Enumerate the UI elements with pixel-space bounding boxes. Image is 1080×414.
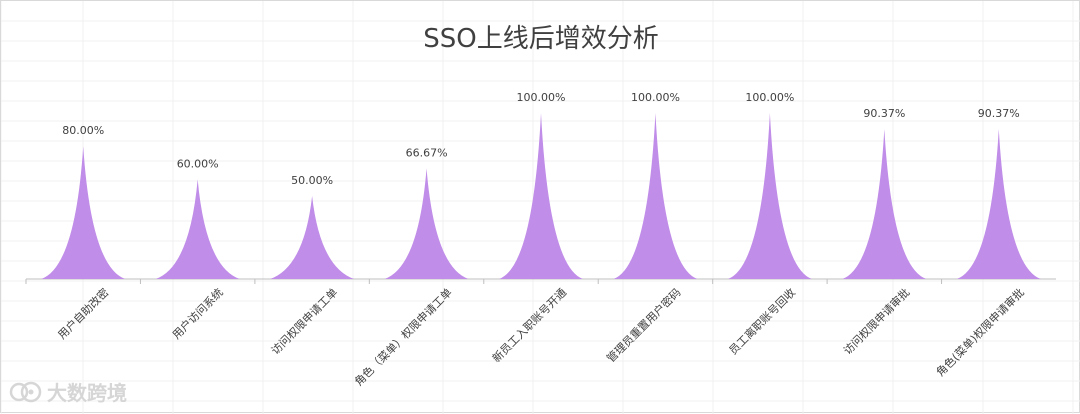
data-label-8: 90.37% [863, 107, 905, 120]
x-tick-label-9: 角色(菜单)权限申请审批 [933, 285, 1027, 379]
brand-icon [9, 379, 43, 405]
data-label-2: 60.00% [177, 157, 219, 170]
bar-9 [956, 128, 1041, 279]
bar-7 [727, 113, 812, 279]
x-tick-label-2: 用户访问系统 [169, 285, 226, 342]
data-label-4: 66.67% [406, 146, 448, 159]
x-tick-label-6: 管理员重置用户密码 [604, 285, 684, 365]
watermark-text: 大数跨境 [47, 381, 127, 405]
data-label-6: 100.00% [631, 91, 680, 104]
data-label-9: 90.37% [978, 107, 1020, 120]
bar-2 [155, 179, 240, 279]
data-label-7: 100.00% [745, 91, 794, 104]
bar-6 [613, 113, 698, 279]
bar-3 [270, 196, 355, 279]
bar-8 [842, 128, 927, 279]
chart-title: SSO上线后增效分析 [423, 24, 658, 54]
bar-4 [384, 168, 469, 279]
data-label-3: 50.00% [291, 174, 333, 187]
watermark: 大数跨境 [9, 377, 127, 406]
data-label-1: 80.00% [62, 124, 104, 137]
data-label-5: 100.00% [517, 91, 566, 104]
x-tick-label-3: 访问权限申请工单 [269, 286, 340, 357]
bar-1 [41, 146, 126, 279]
bar-5 [499, 113, 583, 279]
x-tick-label-5: 新员工入职账号开通 [489, 285, 569, 365]
